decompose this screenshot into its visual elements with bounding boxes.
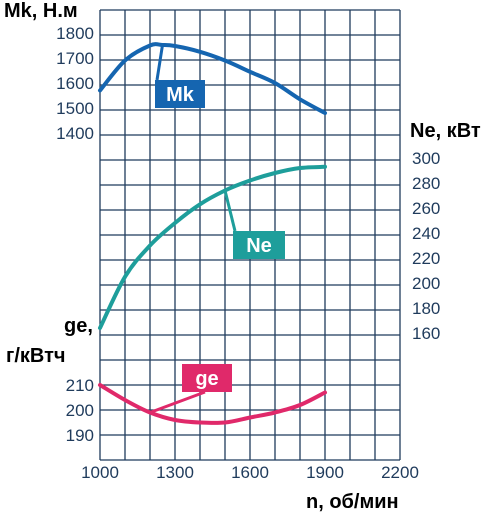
- mk-axis-title: Mk, Н.м: [4, 0, 78, 22]
- ge-tick-label: 210: [66, 376, 94, 395]
- mk-tick-label: 1800: [56, 24, 94, 43]
- ne-tick-label: 240: [412, 224, 440, 243]
- mk-tick-label: 1500: [56, 99, 94, 118]
- series-ge-tag-label: ge: [195, 368, 218, 390]
- series-ne-tag-label: Ne: [246, 235, 272, 257]
- series-ne-tag: [233, 231, 285, 259]
- ne-tick-label: 200: [412, 274, 440, 293]
- series-ne-leader: [223, 190, 237, 232]
- ge-tick-label: 200: [66, 401, 94, 420]
- mk-tick-label: 1700: [56, 49, 94, 68]
- series-mk-tag: [155, 80, 205, 108]
- ne-tick-label: 260: [412, 199, 440, 218]
- x-axis-title: n, об/мин: [306, 491, 399, 513]
- ne-tick-label: 300: [412, 149, 440, 168]
- ne-tick-label: 160: [412, 324, 440, 343]
- series-tags: Mk Ne ge: [149, 44, 285, 414]
- ne-tick-label: 180: [412, 299, 440, 318]
- series-ne-line: [98, 164, 327, 330]
- x-tick-label: 1600: [231, 463, 269, 482]
- x-tick-label: 2200: [381, 463, 419, 482]
- series-mk-line: [98, 42, 327, 115]
- grid: [99, 9, 401, 461]
- x-tick-label: 1000: [81, 463, 119, 482]
- series-mk-leader: [155, 44, 164, 81]
- tick-labels: 1000 1300 1600 1900 2200 1400 1500 1600 1700 1800…: [56, 24, 440, 482]
- mk-tick-label: 1400: [56, 124, 94, 143]
- x-tick-label: 1900: [306, 463, 344, 482]
- ge-axis-title-line2: г/кВтч: [6, 345, 65, 367]
- series-ge-leader: [149, 390, 206, 414]
- series-mk-tag-label: Mk: [166, 84, 195, 106]
- series-ge-line: [98, 383, 327, 425]
- series-ge-tag: [182, 364, 232, 392]
- mk-tick-label: 1600: [56, 74, 94, 93]
- ge-axis-title-line1: ge,: [64, 315, 93, 337]
- x-tick-label: 1300: [156, 463, 194, 482]
- ne-tick-label: 220: [412, 249, 440, 268]
- ne-axis-title: Ne, кВт: [410, 120, 481, 142]
- curves: [98, 42, 327, 425]
- ne-tick-label: 280: [412, 174, 440, 193]
- ge-tick-label: 190: [66, 426, 94, 445]
